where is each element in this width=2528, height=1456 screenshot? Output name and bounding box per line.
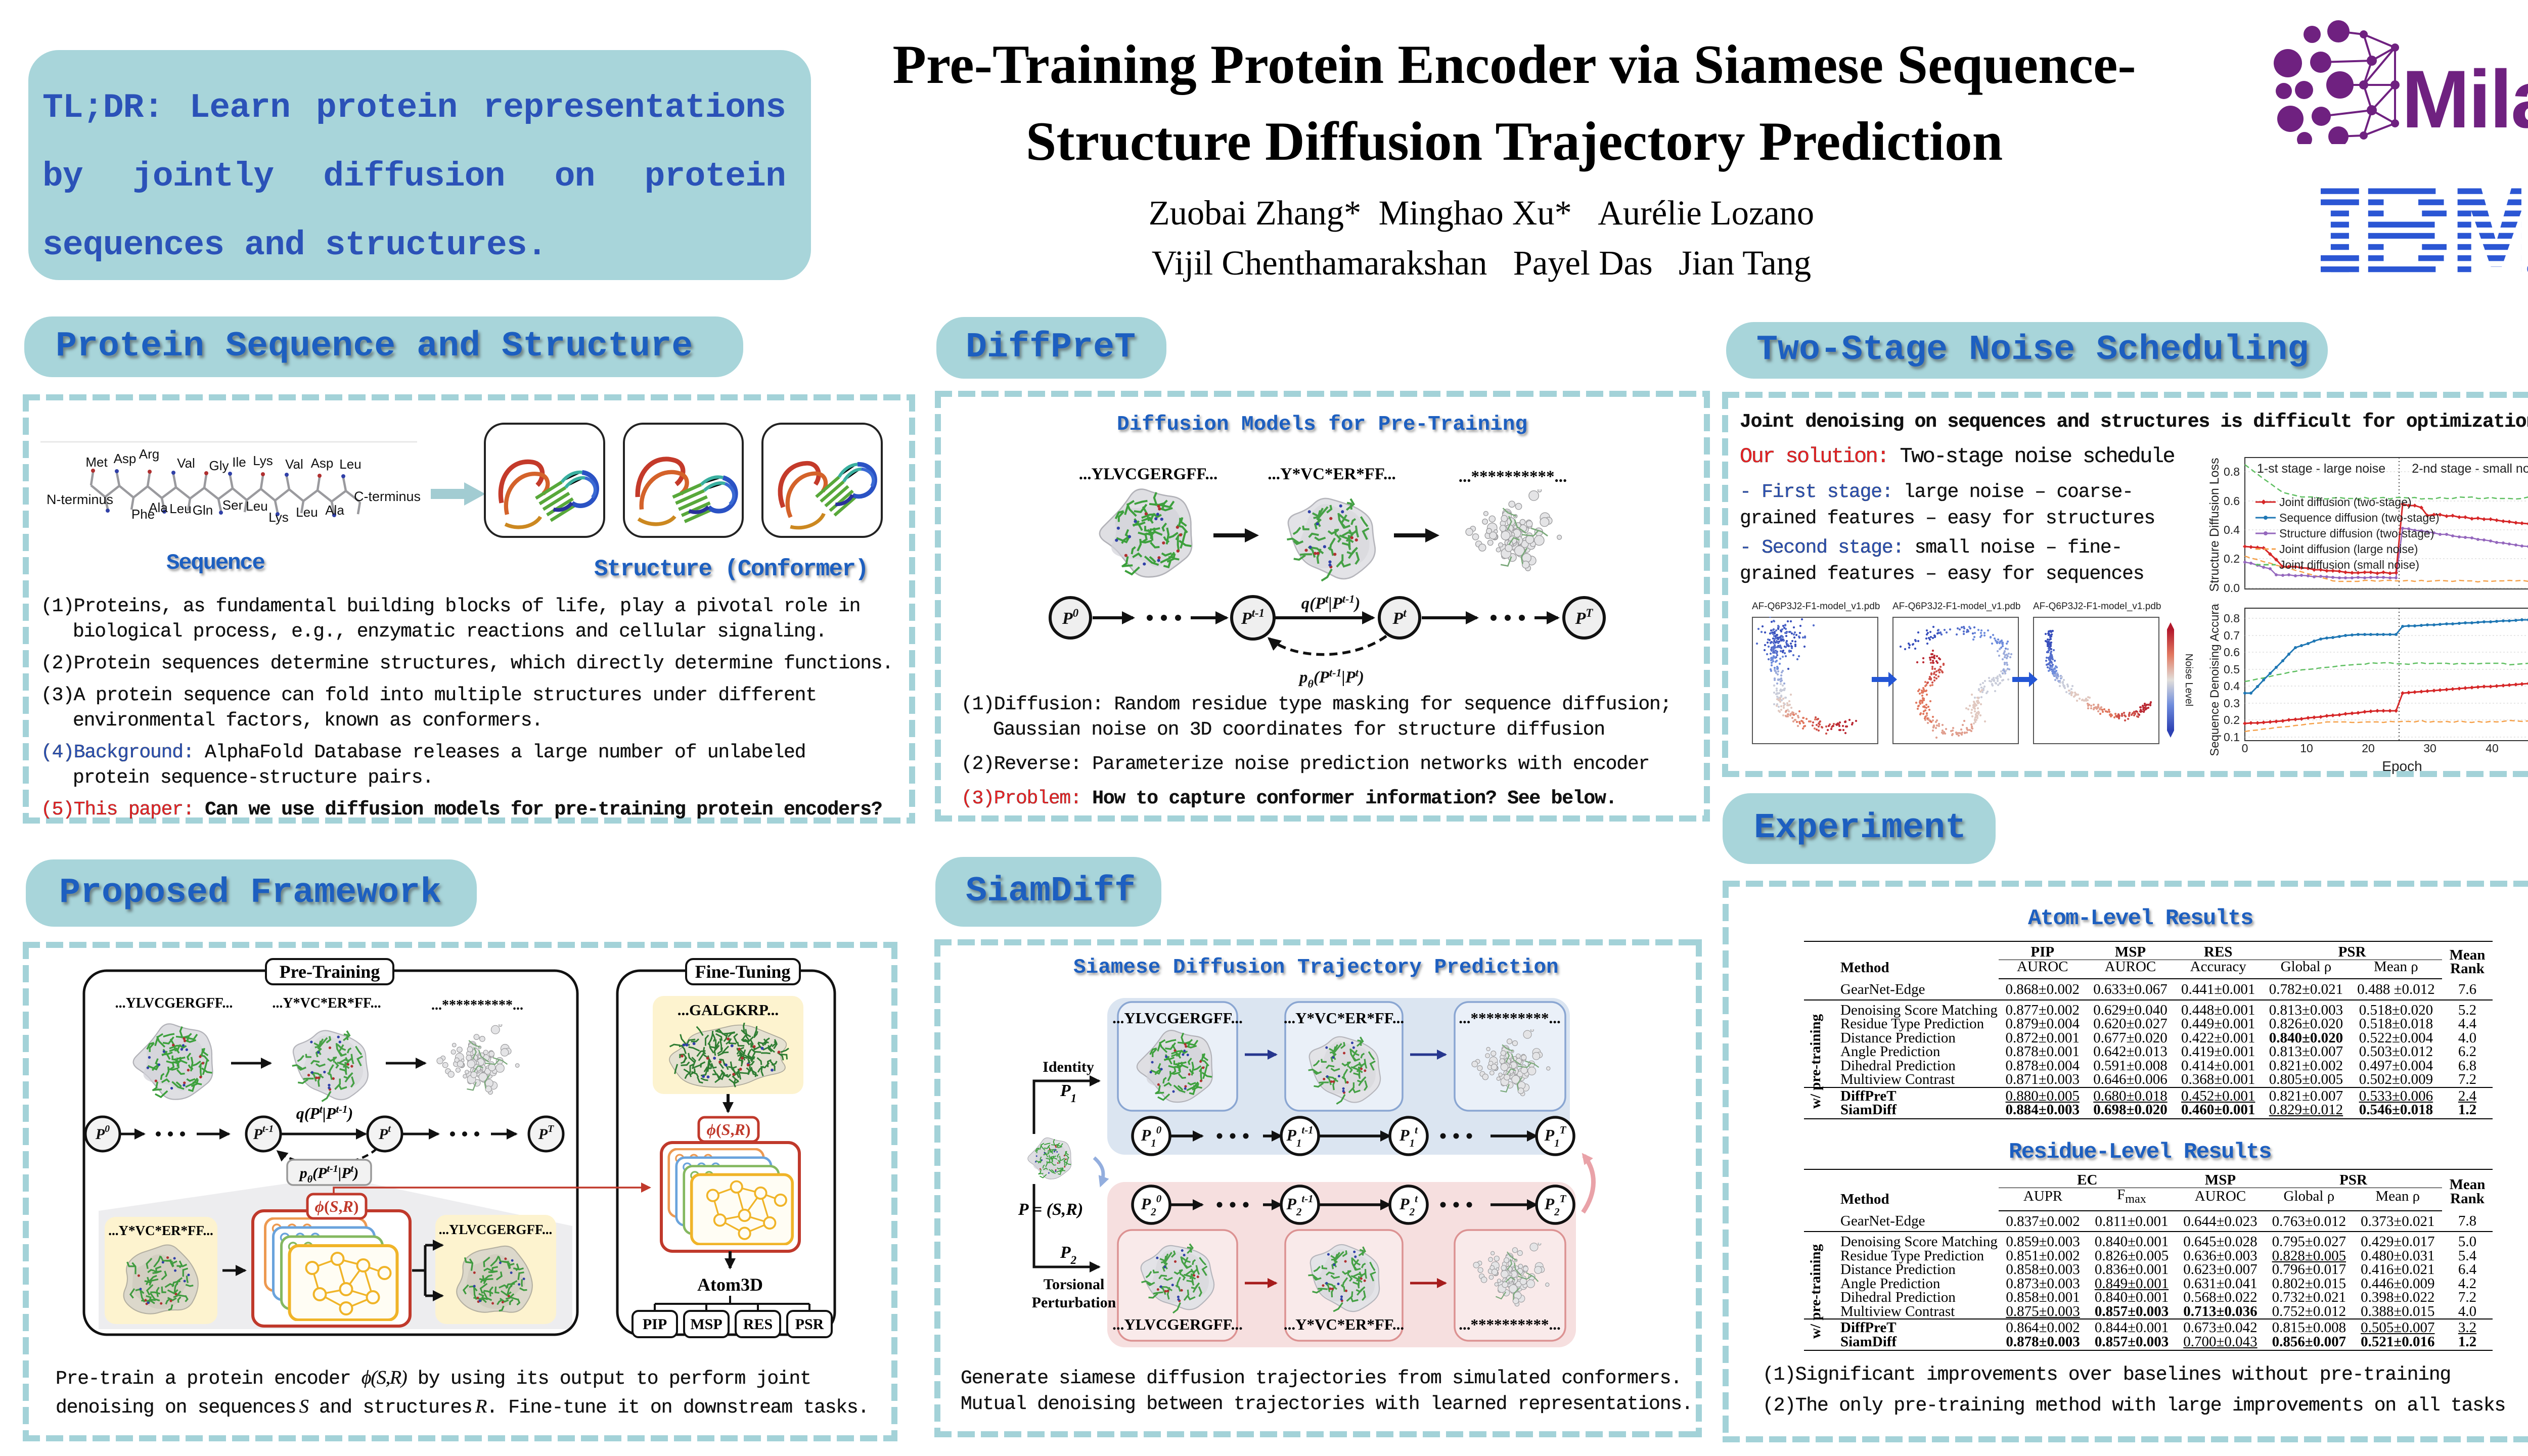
svg-text:Ile: Ile <box>232 454 246 470</box>
svg-text:P = (S,R): P = (S,R) <box>1018 1200 1084 1219</box>
svg-text:N-terminus: N-terminus <box>47 492 113 507</box>
svg-text:Asp: Asp <box>114 451 137 466</box>
svg-text:ϕ(S,R): ϕ(S,R) <box>315 1197 359 1215</box>
svg-text:RES: RES <box>743 1316 773 1333</box>
svg-text:0.2: 0.2 <box>2224 713 2240 726</box>
svg-text:MSP: MSP <box>690 1316 722 1333</box>
svg-text:...Y*VC*ER*FF...: ...Y*VC*ER*FF... <box>108 1223 213 1238</box>
svg-text:Leu: Leu <box>296 505 318 520</box>
svg-text:...YLVCGERGFF...: ...YLVCGERGFF... <box>115 995 233 1011</box>
svg-text:P2: P2 <box>1060 1243 1076 1266</box>
svg-text:...**********...: ...**********... <box>431 997 523 1013</box>
svg-text:...Y*VC*ER*FF...: ...Y*VC*ER*FF... <box>1284 1315 1404 1333</box>
svg-text:Epoch: Epoch <box>2382 758 2422 774</box>
svg-text:®: ® <box>2527 260 2528 275</box>
svg-text:PSR: PSR <box>795 1316 824 1333</box>
svg-text:Gln: Gln <box>193 503 213 518</box>
svg-text:0.8: 0.8 <box>2224 612 2240 625</box>
svg-text:Joint diffusion (small noise): Joint diffusion (small noise) <box>2279 558 2419 571</box>
svg-text:...YLVCGERGFF...: ...YLVCGERGFF... <box>1112 1315 1243 1333</box>
svg-text:0.8: 0.8 <box>2224 465 2240 478</box>
svg-text:Noise Level: Noise Level <box>2183 654 2194 707</box>
svg-text:...YLVCGERGFF...: ...YLVCGERGFF... <box>1112 1009 1243 1027</box>
svg-text:Ser: Ser <box>222 497 243 513</box>
svg-text:Torsional: Torsional <box>1044 1276 1105 1293</box>
svg-text:0.5: 0.5 <box>2224 663 2240 676</box>
svg-text:...**********...: ...**********... <box>1459 1009 1561 1027</box>
svg-text:Structure Diffusion Loss: Structure Diffusion Loss <box>2207 458 2222 592</box>
svg-text:Phe: Phe <box>131 507 155 522</box>
svg-text:10: 10 <box>2300 742 2313 755</box>
svg-text:Joint diffusion (large noise): Joint diffusion (large noise) <box>2279 542 2418 556</box>
svg-text:0.3: 0.3 <box>2224 697 2240 710</box>
svg-text:Ala: Ala <box>325 503 344 518</box>
svg-text:Ala: Ala <box>149 500 168 515</box>
svg-text:Asp: Asp <box>311 456 334 471</box>
svg-text:Pre-Training: Pre-Training <box>280 962 380 982</box>
svg-text:0.4: 0.4 <box>2224 679 2240 693</box>
svg-text:pθ(Pt-1|Pt): pθ(Pt-1|Pt) <box>1298 666 1364 690</box>
svg-text:Lys: Lys <box>253 453 273 468</box>
svg-text:Structure diffusion (two-stage: Structure diffusion (two-stage) <box>2279 527 2434 540</box>
svg-text:Atom3D: Atom3D <box>697 1275 763 1295</box>
svg-text:...Y*VC*ER*FF...: ...Y*VC*ER*FF... <box>272 995 381 1011</box>
svg-text:Val: Val <box>285 457 303 472</box>
svg-text:...Y*VC*ER*FF...: ...Y*VC*ER*FF... <box>1284 1009 1404 1027</box>
svg-text:Leu: Leu <box>246 498 267 514</box>
svg-text:Val: Val <box>177 456 195 471</box>
svg-text:Arg: Arg <box>139 446 159 462</box>
svg-text:20: 20 <box>2362 742 2375 755</box>
svg-text:0.4: 0.4 <box>2224 523 2240 536</box>
svg-text:q(Pt|Pt-1): q(Pt|Pt-1) <box>1301 593 1361 613</box>
svg-text:0.6: 0.6 <box>2224 494 2240 508</box>
svg-text:P1: P1 <box>1060 1081 1076 1105</box>
svg-text:Sequence diffusion (two-stage): Sequence diffusion (two-stage) <box>2279 511 2440 524</box>
svg-text:PIP: PIP <box>643 1316 667 1333</box>
svg-text:1-st stage - large noise: 1-st stage - large noise <box>2257 462 2385 476</box>
svg-text:Perturbation: Perturbation <box>1032 1294 1116 1311</box>
svg-text:Joint diffusion (two-stage): Joint diffusion (two-stage) <box>2279 495 2412 509</box>
svg-text:0.0: 0.0 <box>2224 581 2240 595</box>
svg-text:Fine-Tuning: Fine-Tuning <box>695 962 791 982</box>
svg-text:Leu: Leu <box>169 501 191 516</box>
svg-text:Lys: Lys <box>268 510 289 525</box>
svg-text:30: 30 <box>2423 742 2436 755</box>
svg-text:2-nd stage - small noise: 2-nd stage - small noise <box>2412 462 2528 476</box>
svg-text:ϕ(S,R): ϕ(S,R) <box>707 1120 751 1139</box>
svg-text:Met: Met <box>85 454 108 470</box>
svg-text:...YLVCGERGFF...: ...YLVCGERGFF... <box>439 1222 553 1237</box>
svg-text:...**********...: ...**********... <box>1459 1315 1561 1333</box>
svg-text:40: 40 <box>2486 742 2499 755</box>
svg-text:0.2: 0.2 <box>2224 552 2240 565</box>
svg-text:Identity: Identity <box>1043 1059 1094 1075</box>
svg-text:...GALGKRP...: ...GALGKRP... <box>678 1001 779 1019</box>
svg-text:0.7: 0.7 <box>2224 629 2240 642</box>
svg-text:PT: PT <box>1575 607 1594 628</box>
svg-text:C-terminus: C-terminus <box>354 489 421 504</box>
svg-text:q(Pt|Pt-1): q(Pt|Pt-1) <box>296 1103 353 1122</box>
svg-text:0.1: 0.1 <box>2224 731 2240 744</box>
svg-text:Leu: Leu <box>339 457 361 472</box>
svg-text:Gly: Gly <box>209 458 229 473</box>
svg-text:0: 0 <box>2242 742 2248 755</box>
svg-text:Sequence Denoising Accuracy: Sequence Denoising Accuracy <box>2208 603 2222 756</box>
svg-text:Mila: Mila <box>2402 54 2528 144</box>
svg-text:0.6: 0.6 <box>2224 646 2240 659</box>
